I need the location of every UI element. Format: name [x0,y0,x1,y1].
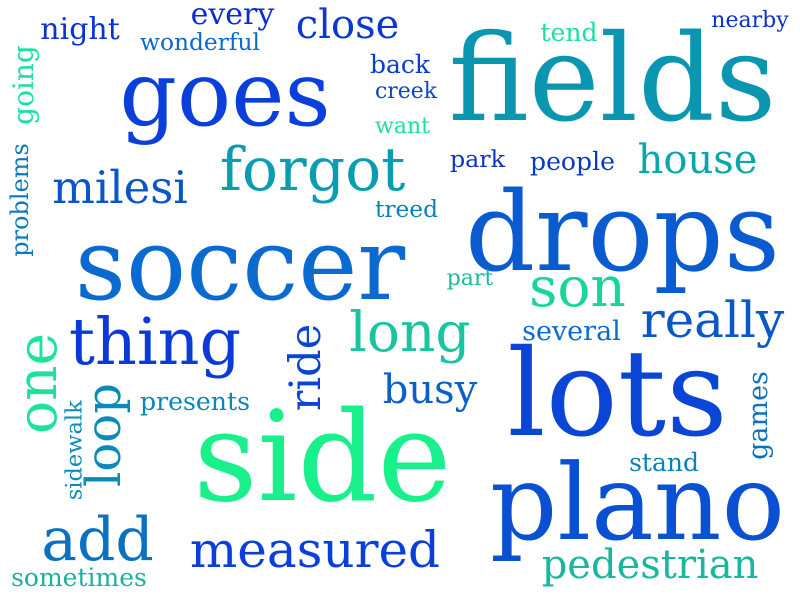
word-want: want [375,113,430,139]
word-games: games [743,370,775,460]
word-sidewalk: sidewalk [61,399,88,500]
word-close: close [295,2,400,48]
word-house: house [637,137,758,183]
word-one: one [5,332,70,435]
word-pedestrian: pedestrian [541,542,759,588]
word-people: people [530,147,615,176]
word-nearby: nearby [711,8,789,33]
word-creek: creek [375,78,437,104]
word-measured: measured [189,521,441,579]
word-lots: lots [507,325,728,464]
word-presents: presents [140,386,250,416]
word-fields: fields [448,10,777,149]
word-back: back [370,49,430,79]
word-really: really [640,291,785,349]
word-drops: drops [465,167,780,296]
word-long: long [349,300,471,364]
word-ride: ride [281,323,332,412]
word-thing: thing [68,305,242,380]
word-problems: problems [6,143,35,257]
word-forgot: forgot [219,135,406,205]
word-plano: plano [490,440,785,564]
word-milesi: milesi [52,161,188,214]
word-soccer: soccer [74,206,406,323]
word-side: side [193,385,452,530]
word-son: son [529,255,626,319]
word-goes: goes [119,42,331,147]
word-busy: busy [382,367,478,413]
word-stand: stand [629,448,699,477]
word-going: going [6,45,40,125]
word-wonderful: wonderful [140,28,260,56]
word-several: several [522,316,621,347]
word-treed: treed [375,196,438,224]
word-add: add [41,505,154,575]
word-tend: tend [540,18,598,47]
word-park: park [450,145,505,174]
word-sometimes: sometimes [11,563,147,592]
word-every: every [190,0,275,32]
word-part: part [446,266,494,291]
word-night: night [40,12,120,47]
